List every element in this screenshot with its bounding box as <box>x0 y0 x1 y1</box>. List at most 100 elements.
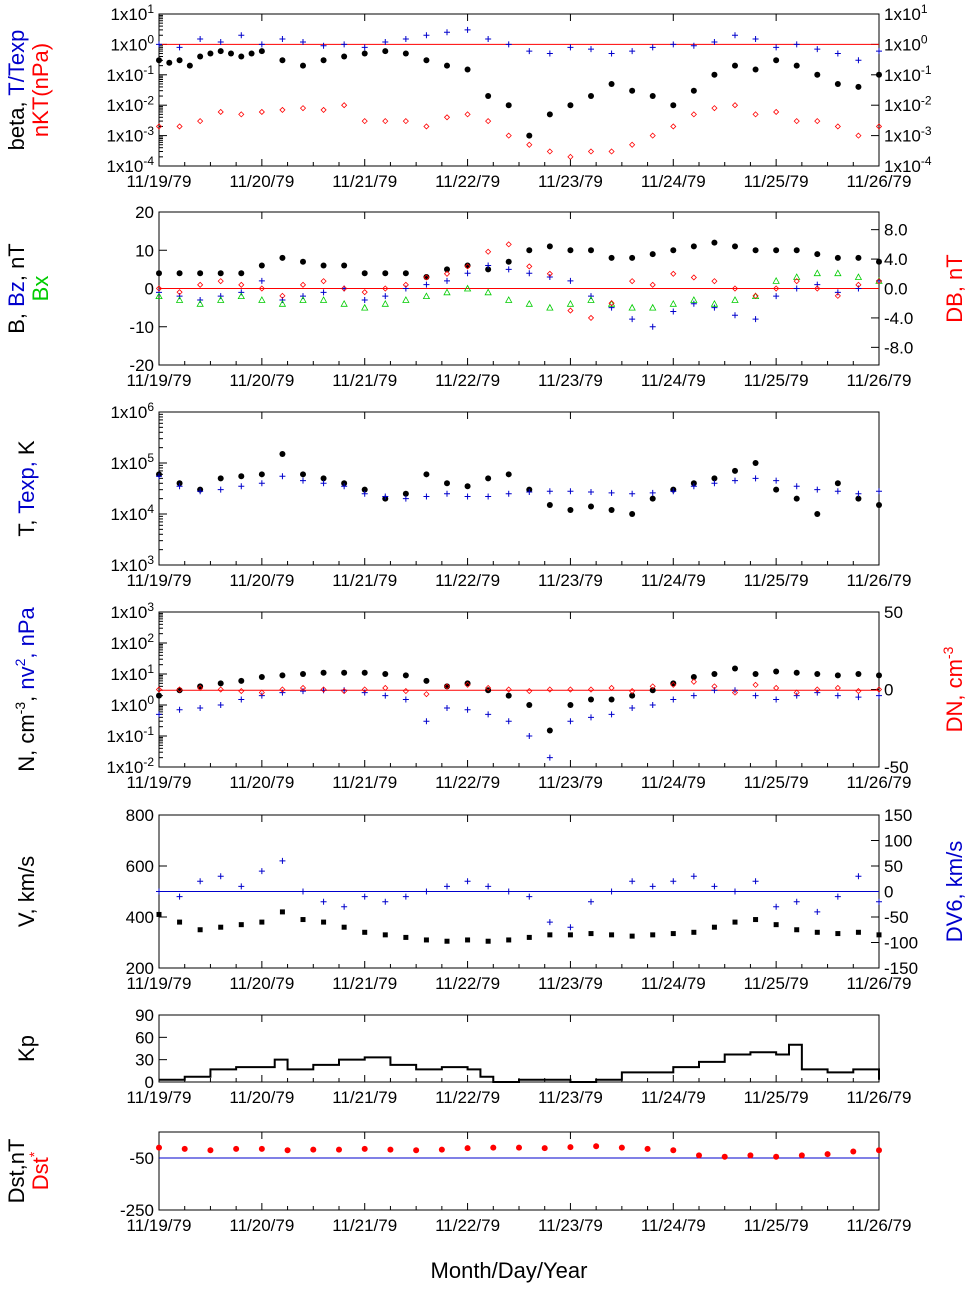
data-point-dot <box>567 1144 574 1151</box>
data-point-diamond <box>341 687 348 695</box>
data-point-plus <box>505 490 512 497</box>
data-point-plus <box>649 489 656 496</box>
data-point-plus <box>793 483 800 490</box>
data-point-dot <box>526 247 533 254</box>
data-point-plus <box>279 857 286 864</box>
y-tick-label: -10 <box>129 318 154 337</box>
x-tick-label: 11/25/79 <box>744 773 809 792</box>
data-point-plus <box>176 44 183 51</box>
x-tick-label: 11/22/79 <box>435 1088 500 1107</box>
data-point-dot <box>649 251 656 258</box>
data-point-diamond <box>361 289 368 296</box>
data-point-plus <box>752 878 759 885</box>
x-tick-label: 11/26/79 <box>847 1088 912 1107</box>
data-point-dot <box>670 1147 677 1154</box>
y-tick-label: 1x106 <box>110 400 154 422</box>
data-point-diamond <box>587 314 595 321</box>
x-tick-label: 11/23/79 <box>538 1088 603 1107</box>
data-point-dot <box>690 674 697 681</box>
data-point-dot <box>490 1144 497 1151</box>
data-point-diamond <box>299 105 307 112</box>
y-tick-label: 90 <box>135 1006 154 1025</box>
data-point-diamond <box>855 132 862 139</box>
data-point-plus <box>300 477 306 484</box>
y-tick-label: 1x104 <box>110 502 154 524</box>
y-tick-label: -250 <box>120 1201 154 1220</box>
data-point-dot <box>176 57 183 64</box>
data-point-plus <box>588 714 594 721</box>
data-point-dot <box>876 672 882 679</box>
data-point-plus <box>773 477 780 484</box>
data-point-plus <box>361 893 368 900</box>
data-point-plus <box>588 898 594 905</box>
data-point-diamond <box>670 123 677 130</box>
data-point-plus <box>526 489 533 495</box>
panel-beta: 11/19/79 11/20/79 11/21/79 11/22/79 11/23/79… <box>4 2 932 191</box>
data-point-dot <box>593 1143 600 1150</box>
data-point-plus <box>526 893 533 900</box>
data-point-diamond <box>382 118 389 125</box>
data-point-dot <box>855 495 862 502</box>
x-tick-label: 11/24/79 <box>641 773 706 792</box>
data-point-dot <box>793 669 800 676</box>
data-point-square <box>465 937 471 943</box>
data-point-diamond <box>875 278 883 285</box>
data-point-dot <box>834 80 841 87</box>
data-point-plus <box>526 48 533 55</box>
data-point-dot <box>156 1144 162 1151</box>
data-point-plus <box>402 36 409 43</box>
data-point-diamond <box>546 270 553 277</box>
x-tick-label: 11/19/79 <box>127 974 192 993</box>
data-point-diamond <box>258 689 265 696</box>
data-point-diamond <box>731 102 739 109</box>
data-point-plus <box>690 483 697 490</box>
data-point-square <box>711 924 717 930</box>
y-tick-label: 1x101 <box>110 2 154 24</box>
data-point-dot <box>207 1147 214 1154</box>
data-point-triangle <box>278 299 287 307</box>
data-point-dot <box>526 702 533 708</box>
data-point-dot <box>629 692 636 699</box>
data-point-diamond <box>402 687 409 695</box>
data-point-triangle <box>258 296 266 303</box>
data-point-dot <box>752 66 759 73</box>
data-point-dot <box>690 87 697 94</box>
data-point-dot <box>732 62 738 69</box>
data-point-dot <box>546 243 553 250</box>
x-tick-label: 11/22/79 <box>435 1216 500 1235</box>
data-point-diamond <box>587 148 595 155</box>
data-point-dot <box>320 669 327 676</box>
data-point-plus <box>711 883 718 890</box>
y-axis-label: Dst,nT <box>4 1139 29 1204</box>
data-point-dot <box>207 50 214 57</box>
data-point-plus <box>876 692 882 699</box>
data-point-dot <box>793 62 800 69</box>
data-point-plus <box>567 44 574 51</box>
data-point-triangle <box>299 296 307 303</box>
data-point-plus <box>320 289 327 296</box>
data-point-plus <box>608 50 615 57</box>
data-point-diamond <box>361 118 368 125</box>
data-point-dot <box>721 1153 728 1160</box>
data-point-plus <box>814 281 821 288</box>
data-point-dot <box>608 696 615 703</box>
data-point-triangle <box>710 299 719 307</box>
panel-frame <box>158 13 880 167</box>
data-point-plus <box>464 878 471 885</box>
data-point-plus <box>258 41 265 48</box>
data-point-diamond <box>464 681 471 688</box>
data-point-plus <box>238 483 245 490</box>
data-point-triangle <box>834 269 842 277</box>
x-tick-label: 11/25/79 <box>744 1216 809 1235</box>
data-point-diamond <box>608 148 615 155</box>
data-point-plus <box>258 692 265 699</box>
data-point-plus <box>402 285 409 292</box>
x-tick-label: 11/24/79 <box>641 371 706 390</box>
x-tick-label: 11/21/79 <box>332 571 397 590</box>
data-point-triangle <box>422 292 431 300</box>
data-point-plus <box>485 711 492 718</box>
x-tick-label: 11/22/79 <box>435 974 500 993</box>
data-point-dot <box>773 247 780 254</box>
data-point-dot <box>876 502 882 509</box>
data-point-diamond <box>217 686 224 693</box>
